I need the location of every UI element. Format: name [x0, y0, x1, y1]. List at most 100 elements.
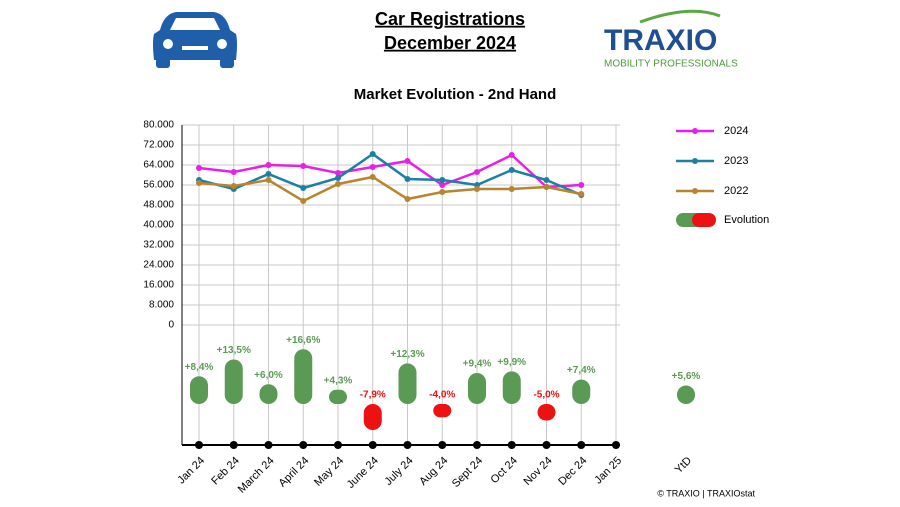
evolution-pill [537, 404, 556, 421]
evolution-pill [224, 359, 243, 404]
evolution-label: +16,6% [286, 335, 320, 346]
y-tick-label: 8.000 [149, 300, 174, 311]
series-point [474, 186, 480, 192]
evolution-pill [259, 384, 278, 404]
x-tick-label: May 24 [312, 455, 346, 489]
series-point [508, 152, 515, 158]
series-point [300, 198, 307, 204]
x-tick-label: April 24 [277, 455, 312, 490]
series-point [369, 151, 376, 157]
series-point [543, 184, 550, 190]
series-point [474, 169, 480, 175]
evolution-label: -5,0% [533, 390, 559, 401]
x-tick-label: Oct 24 [489, 455, 520, 486]
y-tick-label: 48.000 [143, 200, 174, 211]
evolution-label: +4,3% [324, 375, 353, 386]
legend-dot [692, 128, 698, 134]
legend-pill-neg [692, 213, 716, 227]
evolution-label: +12,3% [390, 349, 424, 360]
x-tick-label: Feb 24 [209, 455, 242, 488]
series-point [265, 177, 272, 183]
x-tick-dot [438, 441, 447, 449]
legend-label: 2024 [724, 125, 748, 137]
chart-title: Market Evolution - 2nd Hand [354, 86, 557, 103]
evolution-pill [572, 379, 591, 404]
evolution-label: -4,0% [429, 390, 455, 401]
evolution-label: +13,5% [217, 345, 251, 356]
x-tick-label: July 24 [383, 455, 416, 488]
series-point [300, 185, 307, 191]
ytd-label: YtD [673, 455, 694, 476]
x-tick-dot [368, 441, 377, 449]
subtitle: December 2024 [384, 33, 516, 53]
x-tick-label: Jan 25 [592, 455, 624, 487]
series-point [404, 196, 411, 202]
evolution-pill [363, 404, 382, 431]
x-tick-dot [403, 441, 412, 449]
x-tick-label: March 24 [236, 455, 277, 496]
series-point [369, 174, 376, 180]
evolution-pill [294, 349, 313, 404]
evolution-label: +9,4% [463, 359, 492, 370]
series-point [508, 167, 515, 173]
series-point [230, 183, 237, 189]
series-point [196, 165, 202, 171]
y-tick-label: 16.000 [143, 280, 174, 291]
evolution-pill [468, 372, 486, 404]
evolution-label: +9,9% [497, 357, 526, 368]
x-tick-dot [507, 441, 516, 449]
series-point [196, 180, 202, 186]
y-tick-label: 64.000 [143, 160, 174, 171]
evolution-label: +8,4% [185, 362, 214, 373]
series-point [265, 171, 272, 177]
series-point [439, 182, 446, 188]
series-line [198, 153, 582, 189]
series-line [198, 175, 582, 203]
x-tick-dot [195, 441, 203, 449]
x-tick-dot [612, 441, 620, 449]
title: Car Registrations [375, 9, 525, 29]
evolution-pill [398, 363, 417, 404]
series-point [335, 181, 341, 187]
series-point [578, 191, 585, 197]
y-tick-label: 72.000 [143, 140, 174, 151]
logo-tagline: MOBILITY PROFESSIONALS [604, 59, 738, 70]
y-tick-label: 56.000 [143, 180, 174, 191]
legend-label: 2022 [724, 185, 748, 197]
series-point [439, 177, 446, 183]
series-point [335, 170, 341, 176]
car-icon [153, 12, 237, 68]
series-point [404, 158, 411, 164]
y-tick-label: 24.000 [143, 260, 174, 271]
evolution-pill [677, 385, 695, 404]
series-line [198, 152, 582, 197]
y-tick-label: 0 [168, 320, 174, 331]
logo-swoosh [639, 9, 721, 24]
series-point [335, 175, 341, 181]
evolution-pill [329, 389, 347, 404]
x-tick-label: Dec 24 [556, 455, 589, 488]
x-tick-dot [334, 441, 342, 449]
y-tick-label: 32.000 [143, 240, 174, 251]
series-point [508, 186, 515, 192]
x-tick-label: June 24 [345, 455, 381, 491]
series-point [369, 164, 376, 170]
y-tick-label: 80.000 [143, 120, 174, 131]
series-point [300, 163, 307, 169]
x-tick-dot [299, 441, 308, 449]
series-point [230, 169, 237, 175]
logo: TRAXIO [604, 24, 717, 57]
x-tick-label: Jan 24 [175, 455, 207, 487]
x-tick-label: Nov 24 [522, 455, 555, 488]
x-tick-dot [229, 441, 238, 449]
evolution-label: +7,4% [567, 365, 596, 376]
evolution-pill [190, 376, 208, 404]
source: © TRAXIO | TRAXIOstat [657, 488, 755, 498]
x-tick-dot [473, 441, 481, 449]
x-tick-label: Aug 24 [417, 455, 450, 488]
x-tick-label: Sept 24 [450, 455, 485, 490]
series-point [265, 162, 272, 168]
legend-dot [692, 158, 698, 164]
evolution-label: -7,9% [360, 390, 386, 401]
